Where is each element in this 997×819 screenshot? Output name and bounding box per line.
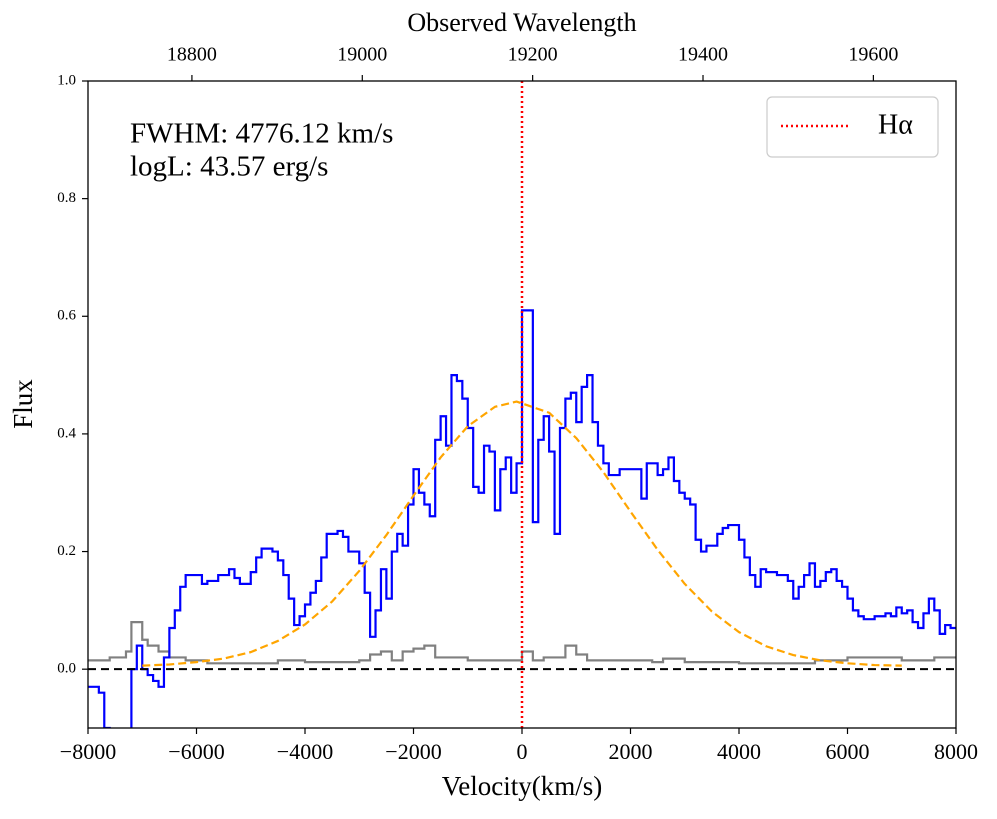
x-tick-label: −4000 bbox=[277, 739, 333, 764]
annotation: logL: 43.57 erg/s bbox=[130, 151, 328, 183]
y-tick-label: 0.0 bbox=[57, 661, 76, 677]
y-axis-label: Flux bbox=[8, 379, 38, 429]
y-tick-label: 0.8 bbox=[57, 190, 76, 206]
legend-label: Hα bbox=[878, 109, 913, 140]
x2-axis-label: Observed Wavelength bbox=[407, 8, 636, 37]
x-tick-label: 2000 bbox=[609, 739, 653, 764]
fit-line bbox=[142, 400, 902, 667]
x-tick-label: −2000 bbox=[385, 739, 441, 764]
x2-tick-label: 18800 bbox=[167, 44, 217, 66]
x-tick-label: 8000 bbox=[934, 739, 978, 764]
x-tick-label: 0 bbox=[517, 739, 528, 764]
x2-tick-label: 19200 bbox=[508, 44, 558, 66]
spectrum-line bbox=[88, 621, 956, 665]
x-tick-label: 4000 bbox=[717, 739, 761, 764]
x-tick-label: −6000 bbox=[168, 739, 224, 764]
x-tick-label: −8000 bbox=[60, 739, 116, 764]
x-axis-label: Velocity(km/s) bbox=[442, 771, 602, 801]
x2-tick-label: 19600 bbox=[848, 44, 898, 66]
x2-tick-label: 19000 bbox=[337, 44, 387, 66]
annotation: FWHM: 4776.12 km/s bbox=[130, 118, 393, 150]
y-tick-label: 0.6 bbox=[57, 308, 76, 324]
y-tick-label: 1.0 bbox=[57, 72, 76, 88]
y-tick-label: 0.2 bbox=[57, 543, 76, 559]
y-tick-label: 0.4 bbox=[57, 425, 76, 441]
legend-box bbox=[766, 96, 939, 158]
plot-area bbox=[88, 81, 956, 728]
x2-tick-label: 19400 bbox=[678, 44, 728, 66]
x-tick-label: 6000 bbox=[826, 739, 870, 764]
